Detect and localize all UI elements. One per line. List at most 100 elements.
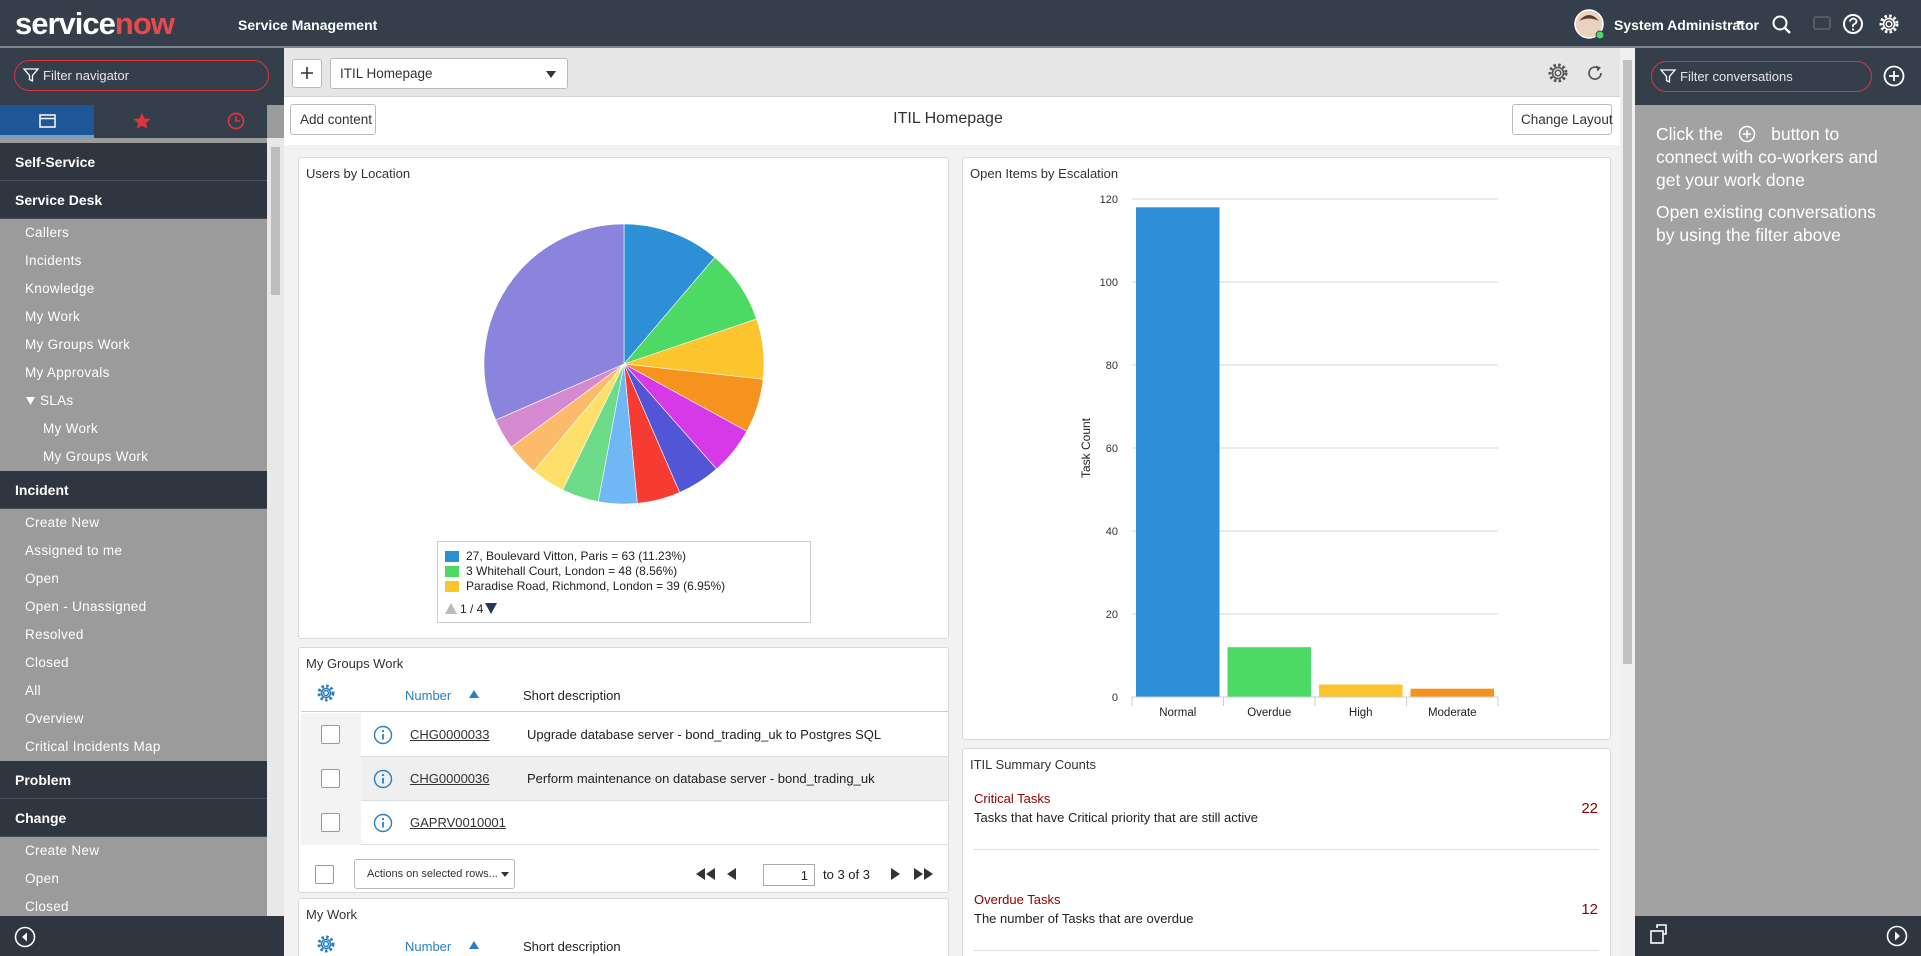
nav-scroll-thumb[interactable] xyxy=(271,147,280,295)
table-row: CHG0000033 Upgrade database server - bond… xyxy=(301,713,948,757)
summary-item-title[interactable]: Overdue Tasks xyxy=(974,892,1061,907)
widget-title: Users by Location xyxy=(306,166,411,181)
center-scroll-thumb[interactable] xyxy=(1623,60,1632,664)
nav-item[interactable]: Create New xyxy=(25,515,100,530)
conversations-filter-placeholder: Filter conversations xyxy=(1680,69,1793,84)
gear-icon[interactable] xyxy=(316,934,336,954)
checkbox[interactable] xyxy=(315,865,334,884)
summary-item-title[interactable]: Critical Tasks xyxy=(974,791,1051,806)
column-header[interactable]: Short description xyxy=(523,688,621,703)
expand-caret xyxy=(26,397,35,405)
nav-section[interactable]: Service Desk xyxy=(0,181,267,219)
popout-icon[interactable] xyxy=(1650,930,1664,944)
column-header[interactable]: Short description xyxy=(523,939,621,954)
nav-item[interactable]: My Groups Work xyxy=(25,337,131,352)
widget-title: Open Items by Escalation xyxy=(970,166,1119,181)
column-header[interactable]: Number xyxy=(405,688,452,703)
y-tick-label: 0 xyxy=(1112,692,1118,704)
product-name: Service Management xyxy=(238,17,378,33)
nav-item[interactable]: My Groups Work xyxy=(43,449,149,464)
conversations-footer xyxy=(1635,916,1921,956)
nav-item[interactable]: Open xyxy=(25,571,60,586)
bar xyxy=(1227,647,1311,697)
pagination xyxy=(696,868,933,880)
prev-page[interactable] xyxy=(727,868,736,880)
nav-item[interactable]: My Work xyxy=(25,309,81,324)
nav-item[interactable]: Overview xyxy=(25,711,84,726)
legend-entry: 27, Boulevard Vitton, Paris = 63 (11.23%… xyxy=(466,549,686,563)
nav-section-title: Service Desk xyxy=(15,192,103,208)
nav-item[interactable]: Callers xyxy=(25,225,70,240)
expand-circle[interactable] xyxy=(1886,925,1908,947)
nav-item[interactable]: Open xyxy=(25,871,60,886)
page-input[interactable]: 1 xyxy=(763,864,815,886)
collapse-icon[interactable] xyxy=(14,926,36,948)
y-tick-label: 80 xyxy=(1106,360,1118,372)
select-caret xyxy=(546,71,556,78)
gear-hole xyxy=(1554,69,1562,77)
widget-title: My Work xyxy=(306,907,358,922)
column-header[interactable]: Number xyxy=(405,939,452,954)
nav-item[interactable]: SLAs xyxy=(40,393,74,408)
table-header xyxy=(301,929,948,956)
nav-item[interactable]: Knowledge xyxy=(25,281,95,296)
my-groups-work-widget: My Groups Work Number Short description CHG… xyxy=(298,647,949,893)
nav-item[interactable]: Open - Unassigned xyxy=(25,599,147,614)
my-work-widget: My Work Number Short description xyxy=(298,898,949,956)
last-page[interactable] xyxy=(914,868,933,880)
info-icon[interactable] xyxy=(373,725,393,745)
info-icon[interactable] xyxy=(373,813,393,833)
summary-count[interactable]: 22 xyxy=(1581,800,1598,817)
summary-count[interactable]: 12 xyxy=(1581,901,1598,918)
nav-item[interactable]: All xyxy=(25,683,41,698)
nav-item[interactable]: Closed xyxy=(25,899,69,914)
nav-item[interactable]: Incidents xyxy=(25,253,82,268)
nav-item[interactable]: Closed xyxy=(25,655,69,670)
user-name[interactable]: System Administrator xyxy=(1614,17,1759,33)
nav-section[interactable]: Change xyxy=(0,799,267,837)
search-handle xyxy=(1784,27,1791,34)
nav-item[interactable]: My Approvals xyxy=(25,365,110,380)
nav-section[interactable]: Incident xyxy=(0,471,267,509)
legend-pager[interactable] xyxy=(445,602,459,616)
tab-all[interactable] xyxy=(0,105,94,138)
nav-item[interactable]: Critical Incidents Map xyxy=(25,739,161,754)
info-circle xyxy=(373,813,393,833)
nav-section[interactable]: Self-Service xyxy=(0,143,267,181)
gear-icon[interactable] xyxy=(316,683,336,703)
conversations-hint: Open existing conversations by using the… xyxy=(1656,202,1876,245)
checkbox[interactable] xyxy=(321,769,340,788)
info-icon[interactable] xyxy=(373,769,393,789)
nav-item[interactable]: Create New xyxy=(25,843,100,858)
change-layout-button[interactable]: Change Layout xyxy=(1512,104,1613,135)
record-number[interactable]: CHG0000033 xyxy=(410,727,490,742)
gear-hole xyxy=(322,689,330,697)
checkbox[interactable] xyxy=(321,813,340,832)
page-range: to 3 of 3 xyxy=(823,867,870,882)
nav-item[interactable]: Assigned to me xyxy=(25,543,123,558)
pager-up xyxy=(445,603,457,614)
record-number[interactable]: CHG0000036 xyxy=(410,771,490,786)
refresh-icon[interactable] xyxy=(1586,64,1604,82)
conversations-filter[interactable]: Filter conversations xyxy=(1651,61,1872,92)
search-icon xyxy=(1772,15,1788,31)
actions-select[interactable]: Actions on selected rows... xyxy=(354,859,515,889)
avatar[interactable] xyxy=(1574,9,1605,40)
nav-section[interactable]: Problem xyxy=(0,761,267,799)
first-page[interactable] xyxy=(696,868,715,880)
checkbox[interactable] xyxy=(321,725,340,744)
dashboard-select[interactable]: ITIL Homepage xyxy=(330,58,568,89)
gear-icon[interactable] xyxy=(1547,62,1569,84)
nav-item[interactable]: My Work xyxy=(43,421,99,436)
new-conversation-icon[interactable] xyxy=(1883,65,1905,87)
nav-filter[interactable]: Filter navigator xyxy=(14,60,269,91)
plus-icon-inline xyxy=(1738,125,1756,143)
add-dashboard-button[interactable] xyxy=(292,59,322,88)
gear-icon[interactable] xyxy=(1878,13,1900,35)
nav-item[interactable]: Resolved xyxy=(25,627,84,642)
record-number[interactable]: GAPRV0010001 xyxy=(410,815,506,830)
next-page[interactable] xyxy=(891,868,900,880)
add-content-button[interactable]: Add content xyxy=(290,104,376,135)
legend-pager[interactable] xyxy=(485,603,499,617)
